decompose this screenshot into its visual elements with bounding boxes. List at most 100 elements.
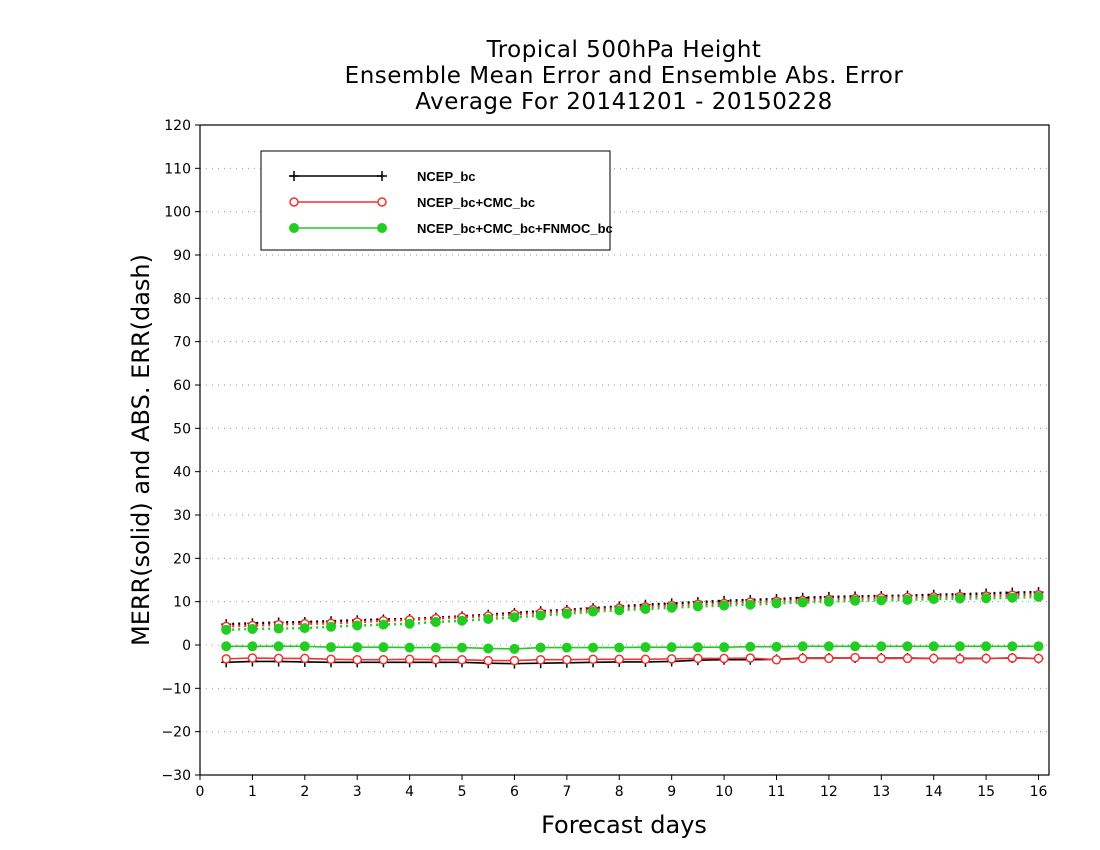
y-tick-label: 110 [164, 161, 191, 177]
data-point [797, 653, 808, 664]
data-point [954, 641, 965, 652]
data-point [289, 197, 299, 207]
data-point [431, 654, 441, 665]
data-point [562, 654, 572, 665]
data-point [745, 653, 756, 663]
data-point [326, 621, 337, 632]
data-point [902, 641, 913, 652]
data-point [326, 642, 337, 653]
data-point [535, 654, 546, 665]
data-point [876, 641, 887, 652]
data-point [377, 223, 387, 233]
data-point [771, 598, 782, 609]
data-point [289, 223, 299, 233]
y-tick-label: −10 [161, 681, 191, 697]
series-layer [221, 587, 1044, 669]
y-tick-label: 50 [173, 421, 191, 437]
data-point [457, 642, 468, 653]
data-point [483, 614, 494, 624]
legend: NCEP_bc NCEP_bc+CMC_bc NCEP_bc+CMC_bc+FNMO… [260, 150, 613, 251]
data-point [640, 654, 651, 665]
data-point [561, 642, 572, 653]
data-point [666, 602, 677, 613]
data-point [273, 641, 284, 652]
data-point [561, 608, 572, 619]
data-point [771, 641, 782, 652]
y-tick-label: 100 [164, 205, 191, 221]
data-point [1007, 592, 1018, 603]
data-point [247, 653, 258, 663]
data-point [876, 595, 887, 606]
data-point [221, 641, 232, 652]
legend-label: NCEP_bc [417, 169, 476, 184]
data-point [1033, 591, 1044, 602]
data-point [823, 596, 834, 607]
data-point [954, 593, 965, 604]
data-point [352, 620, 363, 631]
data-point [981, 653, 991, 664]
data-point [902, 594, 913, 605]
data-point [614, 654, 625, 665]
data-point [483, 643, 494, 654]
data-point [1033, 641, 1044, 652]
data-point [928, 641, 939, 652]
y-tick-label: −20 [161, 725, 191, 741]
y-tick-label: 40 [173, 465, 191, 481]
data-point [273, 623, 284, 634]
data-point [928, 594, 939, 605]
data-point [378, 642, 389, 653]
data-point [352, 654, 362, 665]
data-point [666, 642, 677, 653]
x-tick-label: 7 [562, 784, 571, 800]
plot-frame [199, 124, 1050, 776]
data-point [745, 641, 756, 652]
data-point [771, 654, 782, 665]
data-point [797, 597, 808, 608]
y-tick-label: 10 [173, 595, 191, 611]
data-point [876, 653, 887, 664]
merr-line [226, 645, 1039, 650]
chart-title-line-1: Tropical 500hPa Height [486, 37, 762, 63]
data-point [693, 653, 703, 664]
legend-box [260, 150, 611, 251]
x-tick-label: 12 [820, 784, 838, 800]
x-tick-label: 4 [405, 784, 414, 800]
data-point [902, 653, 913, 664]
x-tick-label: 1 [248, 784, 257, 800]
data-point [378, 654, 389, 665]
data-point [797, 641, 808, 652]
data-point [928, 653, 939, 664]
data-point [299, 623, 310, 634]
x-tick-label: 5 [458, 784, 467, 800]
data-point [692, 601, 703, 612]
x-tick-label: 11 [768, 784, 786, 800]
x-tick-label: 13 [872, 784, 890, 800]
data-point [823, 641, 834, 652]
data-point [273, 653, 284, 664]
x-tick-label: 9 [667, 784, 676, 800]
data-point [745, 599, 756, 610]
data-point [326, 654, 336, 665]
data-point [509, 612, 520, 623]
chart-title-line-2: Ensemble Mean Error and Ensemble Abs. Er… [344, 63, 904, 89]
data-point [430, 642, 441, 653]
data-point [483, 655, 493, 666]
data-point [640, 604, 651, 615]
data-point [247, 641, 258, 652]
x-tick-label: 15 [977, 784, 995, 800]
x-axis-label: Forecast days [541, 811, 707, 839]
data-point [955, 654, 965, 664]
data-point [666, 654, 677, 664]
data-point [378, 619, 389, 630]
merr-line [226, 656, 1039, 662]
data-point [640, 642, 651, 653]
y-tick-label: 80 [173, 291, 191, 307]
x-tick-label: 8 [615, 784, 624, 800]
data-point [509, 655, 520, 666]
y-tick-label: 90 [173, 248, 191, 264]
data-point [457, 654, 467, 665]
y-axis-label: MERR(solid) and ABS. ERR(dash) [127, 254, 155, 646]
data-point [692, 642, 703, 653]
